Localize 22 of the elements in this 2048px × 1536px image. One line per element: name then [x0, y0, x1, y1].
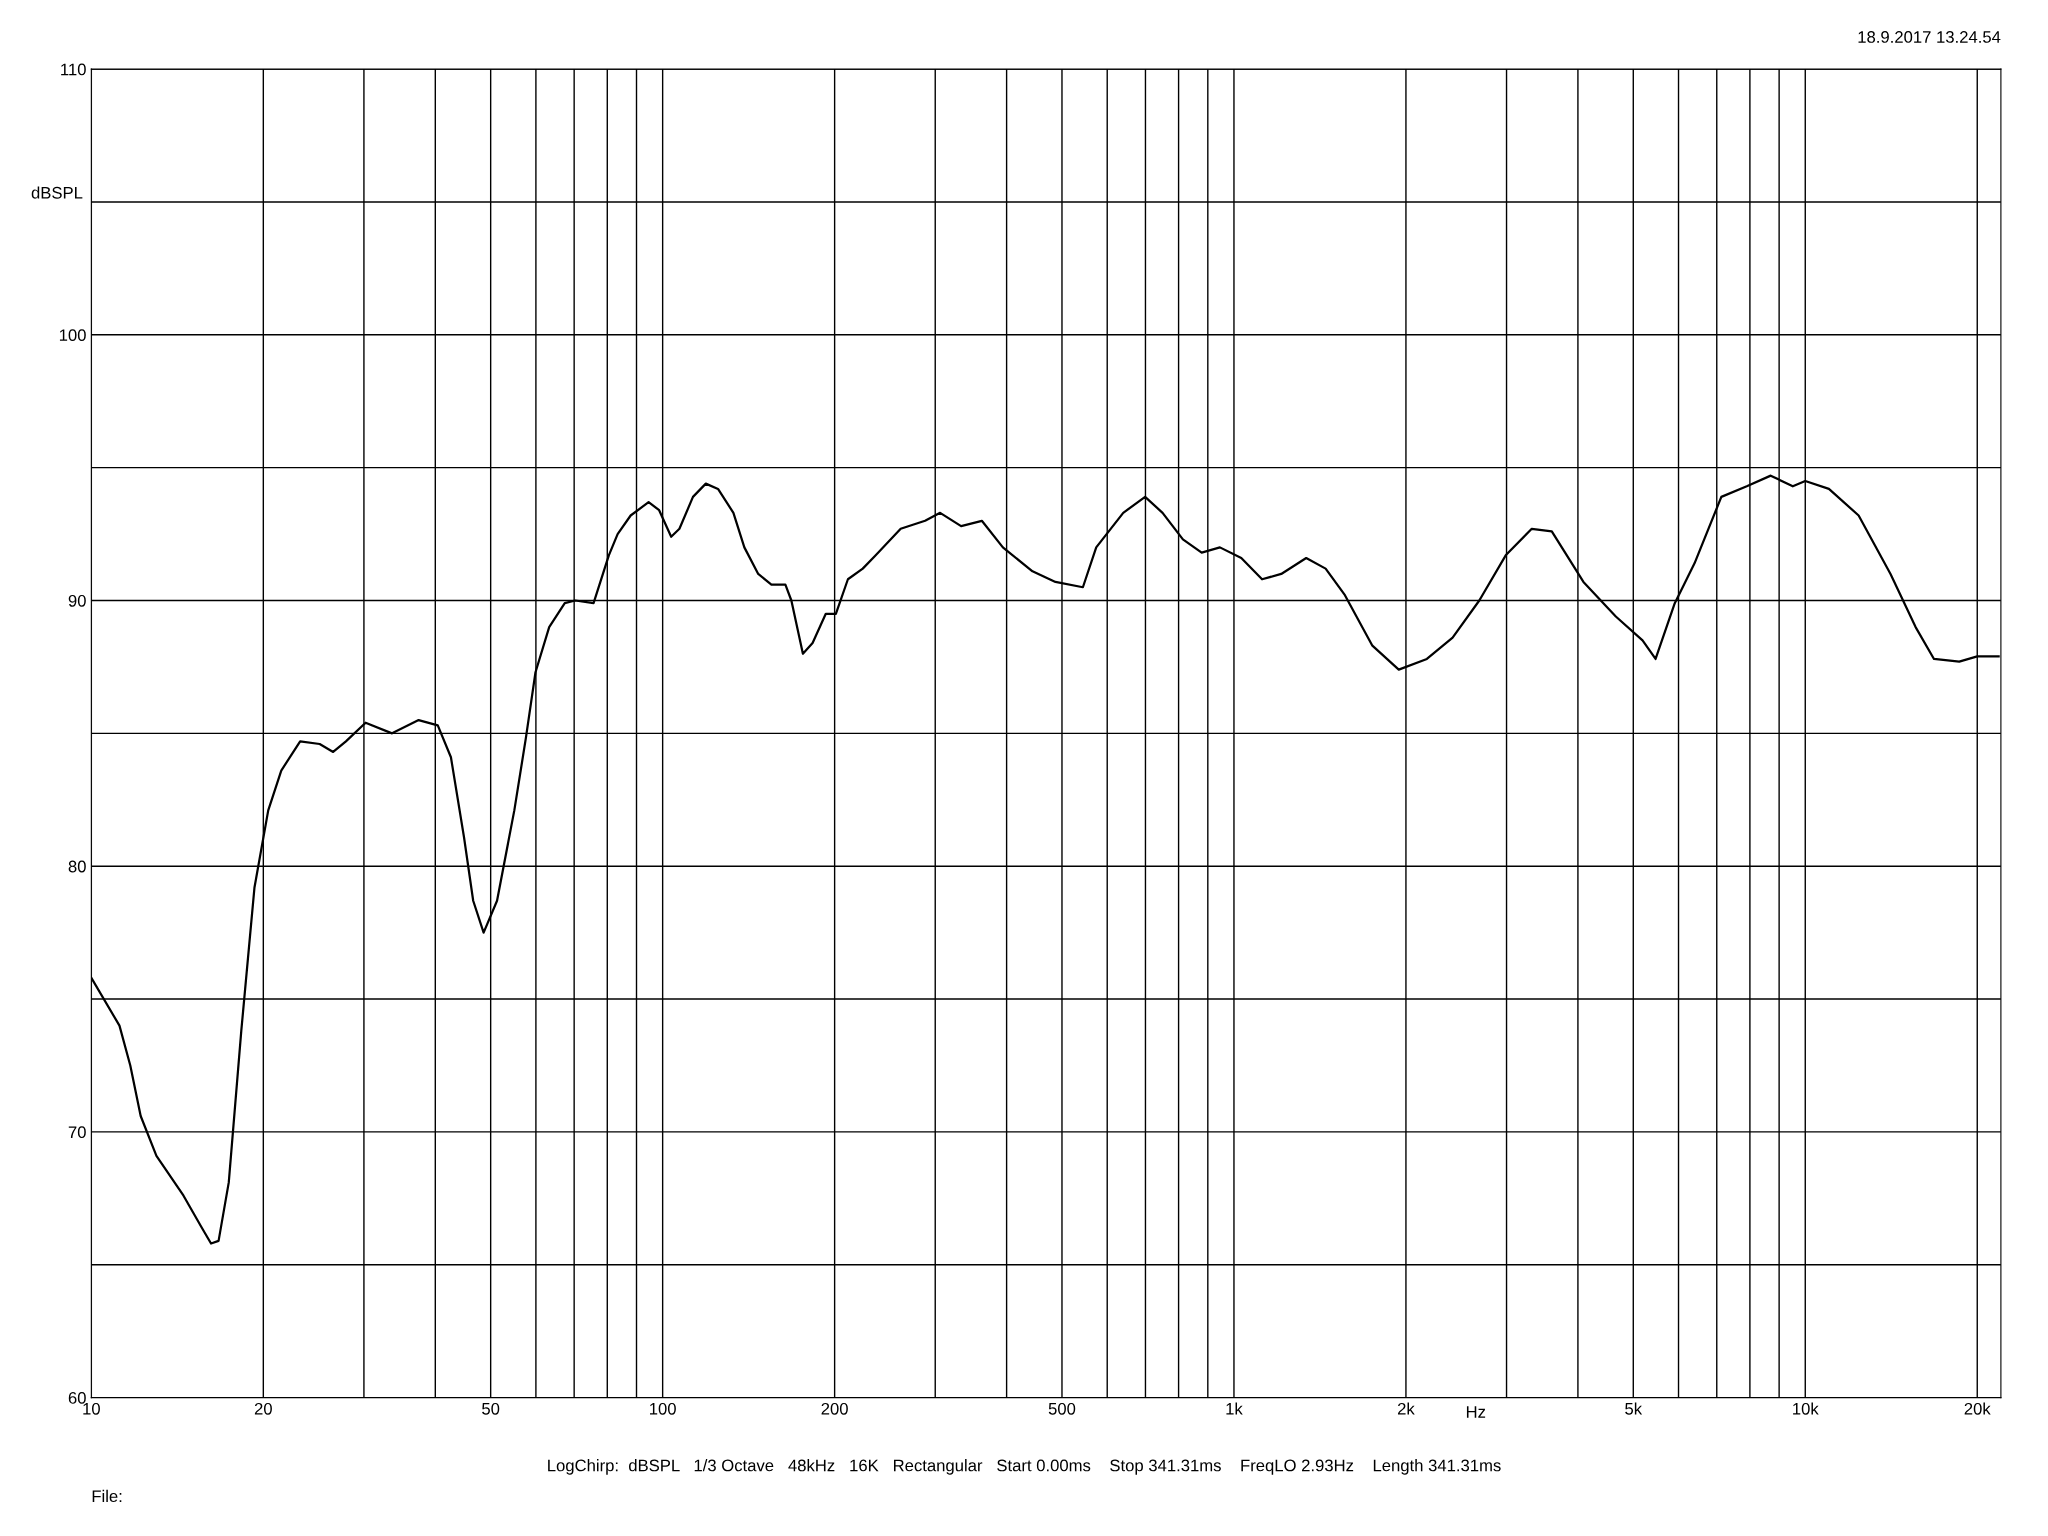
x-tick-label: 100 [650, 1402, 676, 1415]
y-tick-label: 110 [61, 63, 86, 76]
y-tick-label: 80 [68, 860, 86, 873]
x-tick-label: 2k [1397, 1402, 1415, 1415]
text: LogChirp: dBSPL 1/3 Octave 48kHz 16K Rectangular Start 0.00ms Stop 341.31ms FreqLO 2.93Hz Length 341.31ms [548, 1459, 1501, 1475]
y-tick-label: 90 [68, 594, 86, 607]
x-axis-title: Hz [1466, 1406, 1486, 1418]
x-tick-label: 500 [1048, 1402, 1076, 1415]
x-tick-label: 1k [1226, 1402, 1243, 1415]
text: 18.9.2017 13.24.54 [1858, 31, 2001, 43]
y-tick-label: 100 [59, 329, 86, 342]
x-tick-label: 20k [1964, 1402, 1991, 1415]
x-tick-label: 20 [254, 1402, 272, 1415]
text: File: [92, 1489, 122, 1503]
y-tick-label: 60 [68, 1392, 86, 1404]
x-tick-label: 5k [1625, 1402, 1643, 1415]
y-tick-label: 70 [68, 1126, 86, 1139]
x-tick-label: 200 [821, 1402, 848, 1415]
x-tick-label: 10 [83, 1402, 100, 1415]
x-tick-label: 10k [1793, 1402, 1819, 1415]
y-axis-title: dBSPL [31, 186, 83, 199]
x-tick-label: 50 [482, 1402, 500, 1415]
